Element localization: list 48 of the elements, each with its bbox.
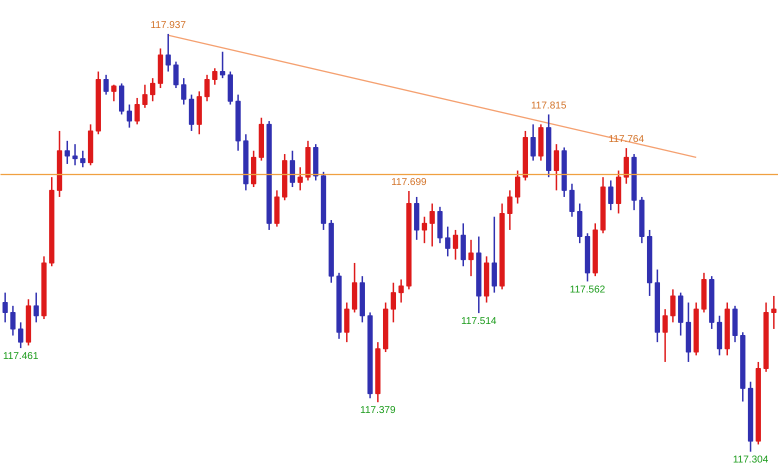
annotation: 117.379 bbox=[360, 405, 396, 416]
annotation: 117.304 bbox=[732, 454, 769, 466]
candlestick bbox=[507, 190, 512, 231]
candlestick bbox=[344, 302, 350, 343]
candlestick bbox=[514, 170, 520, 204]
candlestick bbox=[80, 150, 86, 168]
candlestick bbox=[204, 74, 210, 102]
candlestick bbox=[126, 104, 132, 128]
candlestick bbox=[430, 202, 435, 248]
candlestick bbox=[662, 308, 668, 363]
candlestick bbox=[554, 143, 560, 192]
candlestick bbox=[134, 97, 140, 126]
candlestick bbox=[398, 278, 404, 304]
candlestick bbox=[452, 229, 458, 260]
candlestick bbox=[422, 216, 428, 244]
annotation: 117.815 bbox=[530, 100, 567, 112]
annotation: 117.937 bbox=[150, 20, 186, 31]
annotation: 117.562 bbox=[570, 284, 606, 296]
annotation: 117.514 bbox=[461, 316, 497, 328]
candlestick bbox=[670, 288, 676, 324]
candlestick bbox=[212, 67, 218, 86]
annotation: 117.461 bbox=[2, 351, 39, 362]
candlestick bbox=[181, 77, 186, 106]
annotation: 117.699 bbox=[391, 177, 428, 188]
candlestick bbox=[150, 77, 156, 102]
candlestick bbox=[34, 292, 39, 324]
candlestick bbox=[166, 33, 171, 72]
candlestick bbox=[492, 216, 497, 294]
candlestick bbox=[290, 150, 296, 188]
candlestick bbox=[445, 226, 450, 258]
candlestick bbox=[72, 143, 78, 166]
candlestick bbox=[111, 84, 116, 102]
candlestick bbox=[771, 295, 776, 330]
candlestick bbox=[298, 166, 303, 192]
candlestick bbox=[173, 60, 179, 89]
candlestick bbox=[18, 322, 24, 349]
candlestick bbox=[2, 292, 8, 324]
candlestick bbox=[468, 239, 474, 277]
candlestick bbox=[220, 50, 226, 79]
candlestick bbox=[608, 180, 614, 211]
candlestick bbox=[10, 305, 16, 336]
candlestick bbox=[64, 140, 70, 165]
candlestick bbox=[530, 124, 536, 162]
candlestick bbox=[142, 84, 148, 109]
candlestick bbox=[624, 147, 629, 184]
candlestick bbox=[390, 282, 396, 324]
candlestick bbox=[103, 74, 109, 96]
candlestick bbox=[569, 182, 575, 218]
